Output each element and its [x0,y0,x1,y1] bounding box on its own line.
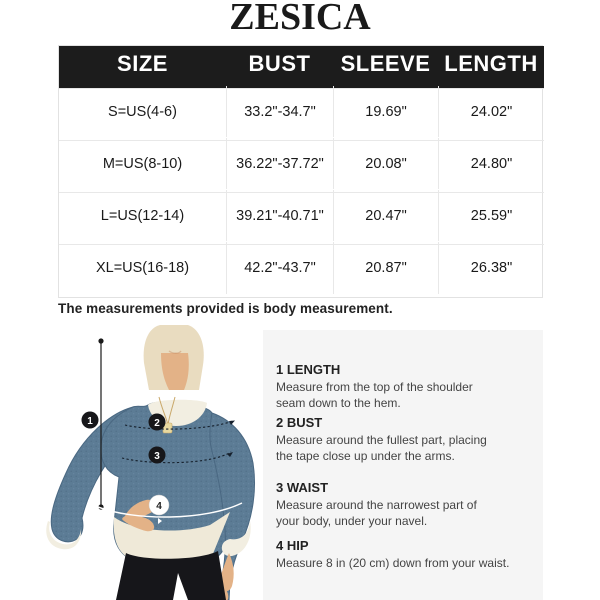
svg-text:2: 2 [154,418,160,429]
svg-text:4: 4 [156,501,162,512]
svg-text:3: 3 [154,451,160,462]
svg-text:1: 1 [87,416,93,427]
